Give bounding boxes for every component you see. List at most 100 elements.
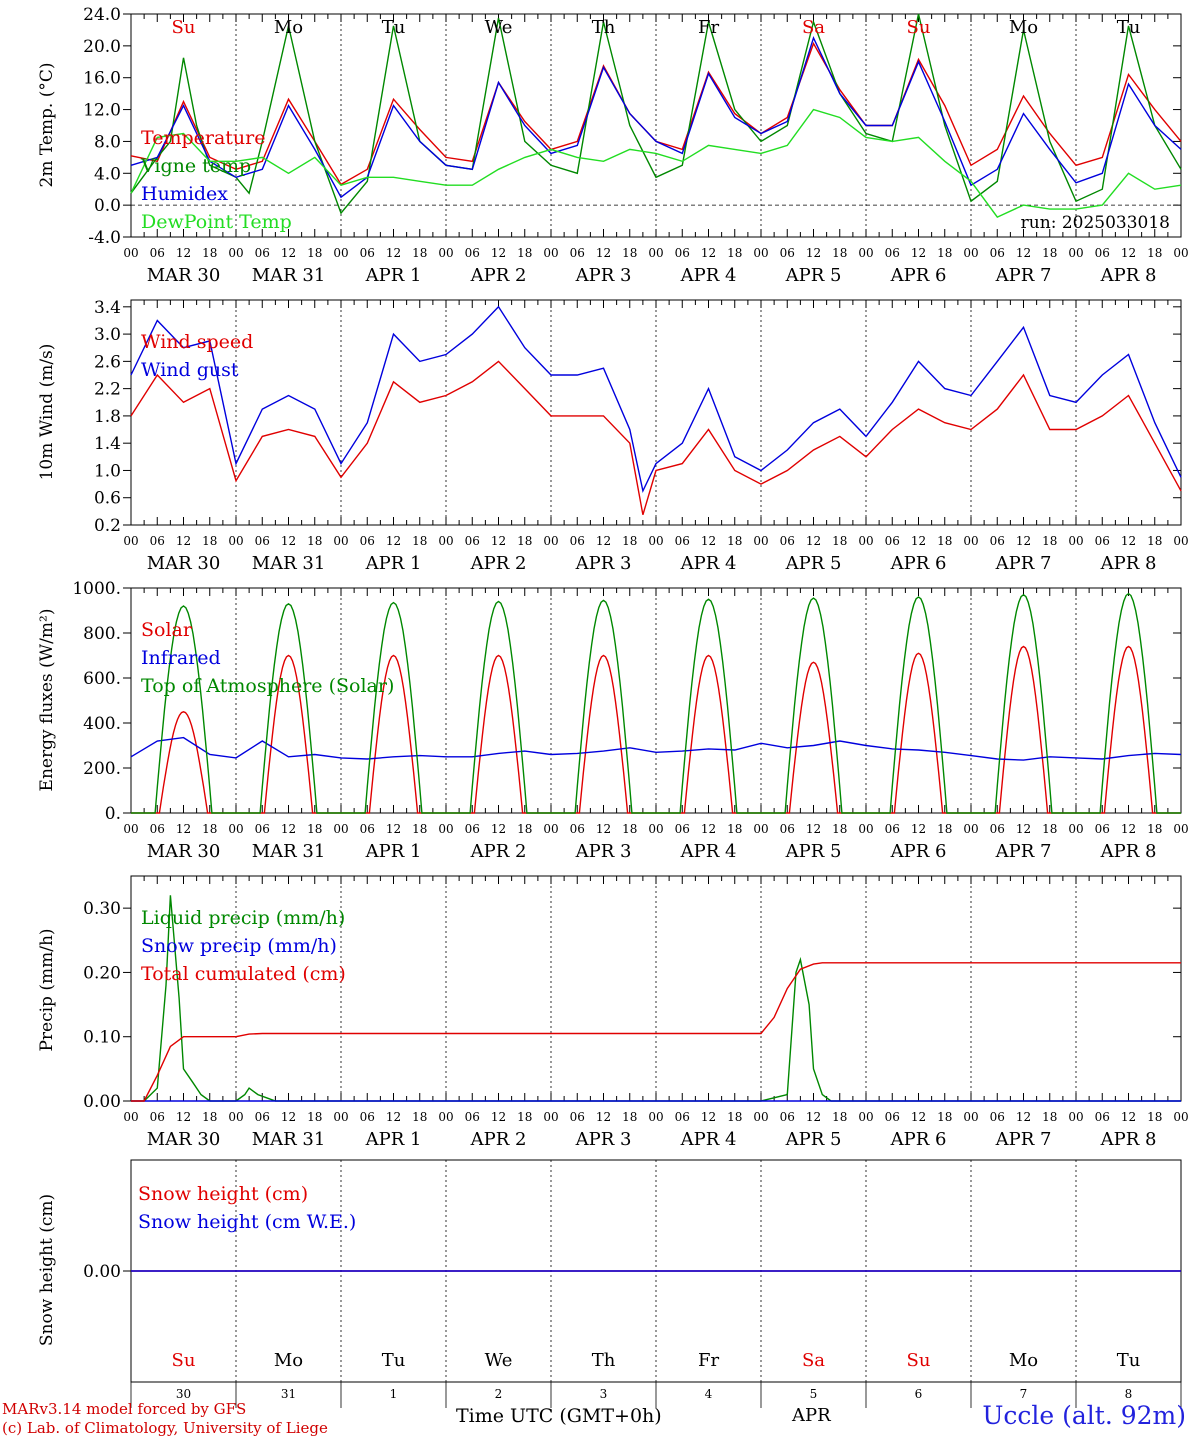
hour-tick-label: 00	[648, 534, 663, 548]
weekday-label: We	[485, 17, 513, 38]
hour-tick-label: 00	[228, 1110, 243, 1124]
hour-tick-label: 12	[176, 822, 191, 836]
date-label: APR 5	[785, 265, 842, 286]
date-label: APR 1	[365, 265, 422, 286]
hour-tick-label: 18	[517, 822, 532, 836]
hour-tick-label: 00	[753, 1110, 768, 1124]
hour-tick-label: 00	[963, 534, 978, 548]
hour-tick-label: 12	[386, 534, 401, 548]
hour-tick-label: 06	[885, 1110, 900, 1124]
weekday-label: Sa	[802, 1350, 825, 1371]
hour-tick-label: 00	[123, 534, 138, 548]
y-tick-label: 0.2	[94, 516, 121, 536]
day-number-label: 7	[1020, 1387, 1028, 1401]
hour-tick-label: 12	[911, 1110, 926, 1124]
weekday-label: Fr	[698, 17, 719, 38]
hour-tick-label: 06	[570, 534, 585, 548]
hour-tick-label: 06	[780, 822, 795, 836]
series-line	[130, 736, 1182, 761]
time-axis-label: Time UTC (GMT+0h)	[456, 1405, 662, 1427]
hour-tick-label: 18	[307, 1110, 322, 1124]
hour-tick-label: 18	[202, 1110, 217, 1124]
hour-tick-label: 12	[596, 1110, 611, 1124]
hour-tick-label: 18	[622, 534, 637, 548]
date-label: APR 3	[575, 553, 632, 574]
hour-tick-label: 12	[596, 534, 611, 548]
hour-tick-label: 12	[491, 246, 506, 260]
date-label: MAR 30	[147, 265, 221, 286]
hour-tick-label: 18	[517, 1110, 532, 1124]
hour-tick-label: 18	[832, 534, 847, 548]
hour-tick-label: 18	[937, 1110, 952, 1124]
y-tick-label: 1.0	[94, 461, 121, 481]
hour-tick-label: 00	[1068, 534, 1083, 548]
date-label: APR 6	[890, 1129, 947, 1150]
hour-tick-label: 18	[622, 822, 637, 836]
weekday-label: Tu	[1117, 1350, 1141, 1371]
hour-tick-label: 12	[176, 1110, 191, 1124]
hour-tick-label: 00	[543, 534, 558, 548]
weekday-label: Tu	[382, 1350, 406, 1371]
legend-entry: Vigne temp	[140, 155, 251, 177]
hour-tick-label: 06	[780, 246, 795, 260]
legend-entry: Solar	[141, 619, 193, 641]
weekday-label: Tu	[1117, 17, 1141, 38]
model-credit: MARv3.14 model forced by GFS	[2, 1400, 247, 1418]
legend-entry: DewPoint Temp	[141, 211, 292, 233]
date-label: APR 5	[785, 1129, 842, 1150]
hour-tick-label: 12	[281, 246, 296, 260]
weekday-label: Su	[907, 1350, 931, 1371]
hour-tick-label: 18	[1147, 246, 1162, 260]
weekday-label: Su	[172, 17, 196, 38]
hour-tick-label: 06	[885, 822, 900, 836]
hour-tick-label: 06	[885, 246, 900, 260]
hour-tick-label: 06	[990, 822, 1005, 836]
hour-tick-label: 00	[753, 246, 768, 260]
hour-tick-label: 00	[123, 822, 138, 836]
hour-tick-label: 00	[1173, 534, 1188, 548]
hour-tick-label: 00	[648, 822, 663, 836]
hour-tick-label: 12	[1121, 534, 1136, 548]
hour-tick-label: 18	[517, 246, 532, 260]
hour-tick-label: 06	[255, 534, 270, 548]
series-line	[130, 35, 1182, 199]
date-label: MAR 31	[252, 1129, 326, 1150]
hour-tick-label: 00	[753, 822, 768, 836]
day-number-label: 3	[600, 1387, 608, 1401]
weekday-label: Mo	[274, 17, 303, 38]
hour-tick-label: 18	[1147, 534, 1162, 548]
hour-tick-label: 18	[1042, 534, 1057, 548]
station-label: Uccle (alt. 92m)	[982, 1401, 1186, 1430]
hour-tick-label: 12	[806, 1110, 821, 1124]
y-tick-label: 0.00	[83, 1092, 121, 1112]
weekday-label: Mo	[274, 1350, 303, 1371]
y-tick-label: 1.4	[94, 434, 121, 454]
hour-tick-label: 00	[1173, 246, 1188, 260]
hour-tick-label: 06	[1095, 1110, 1110, 1124]
hour-tick-label: 18	[1147, 1110, 1162, 1124]
hour-tick-label: 06	[150, 534, 165, 548]
hour-tick-label: 12	[386, 246, 401, 260]
date-label: APR 8	[1100, 1129, 1157, 1150]
hour-tick-label: 00	[228, 246, 243, 260]
date-label: MAR 30	[147, 841, 221, 862]
hour-tick-label: 00	[1068, 1110, 1083, 1124]
date-label: APR 6	[890, 841, 947, 862]
hour-tick-label: 06	[570, 1110, 585, 1124]
hour-tick-label: 18	[727, 1110, 742, 1124]
hour-tick-label: 00	[333, 1110, 348, 1124]
hour-tick-label: 00	[1068, 246, 1083, 260]
series-line	[130, 13, 1182, 215]
date-label: APR 8	[1100, 265, 1157, 286]
hour-tick-label: 12	[281, 822, 296, 836]
y-tick-label: 800.	[83, 624, 121, 644]
date-label: APR 5	[785, 553, 842, 574]
weekday-label: Fr	[698, 1350, 719, 1371]
day-number-label: 5	[810, 1387, 818, 1401]
series-line	[130, 305, 1182, 494]
hour-tick-label: 00	[543, 1110, 558, 1124]
hour-tick-label: 06	[465, 822, 480, 836]
y-tick-label: 0.	[105, 804, 121, 824]
hour-tick-label: 18	[937, 246, 952, 260]
date-label: APR 1	[365, 1129, 422, 1150]
